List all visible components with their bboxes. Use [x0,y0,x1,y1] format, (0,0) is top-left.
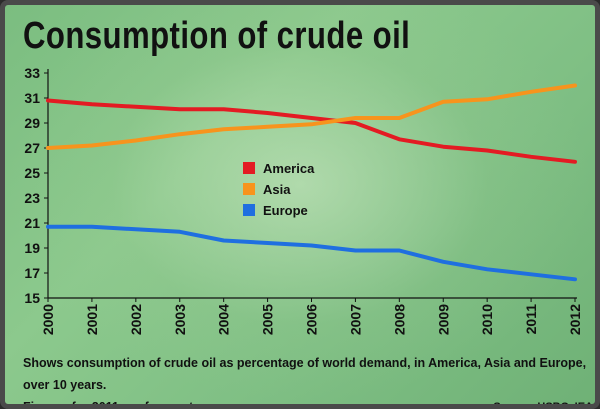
caption-line-1: Shows consumption of crude oil as percen… [23,356,587,392]
series-line-america [46,98,577,164]
y-tick-label: 29 [24,115,40,131]
chart-caption: Shows consumption of crude oil as percen… [23,352,593,409]
series-line-europe [46,224,577,282]
caption-line-2: Figures for 2011 are forecasts. [23,400,204,409]
y-tick-label: 27 [24,140,40,156]
legend-swatch-asia [243,183,255,195]
legend: America Asia Europe [243,161,315,218]
series-lines [46,83,577,282]
y-tick-label: 19 [24,240,40,256]
chart-title: Consumption of crude oil [23,15,411,57]
legend-label-europe: Europe [263,203,308,218]
x-tick-label: 2008 [391,304,407,335]
y-tick-label: 31 [24,90,40,106]
legend-label-asia: Asia [263,182,291,197]
y-tick-label: 23 [24,190,40,206]
x-tick-label: 2009 [435,304,451,335]
y-tick-label: 21 [24,215,40,231]
x-tick-label: 2000 [40,304,56,335]
x-tick-label: 2010 [479,304,495,335]
x-tick-label: 2003 [172,304,188,335]
legend-swatch-europe [243,204,255,216]
x-tick-label: 2001 [84,304,100,335]
y-tick-label: 17 [24,265,40,281]
y-tick-label: 25 [24,165,40,181]
x-tick-label: 2007 [347,304,363,335]
y-tick-label: 15 [24,290,40,306]
x-tick-label: 2005 [260,304,276,335]
y-axis-ticks: 15 17 19 21 23 25 27 29 31 33 [24,65,48,306]
axes [47,69,577,299]
x-tick-label: 2006 [304,304,320,335]
legend-swatch-america [243,162,255,174]
x-axis-ticks: 2000 2001 2002 2003 2004 2005 2006 2007 2008 2009… [40,298,583,335]
x-tick-label: 2012 [567,304,583,335]
x-tick-label: 2002 [128,304,144,335]
x-tick-label: 2011 [523,304,539,335]
source-note: Source: HSBC, IEA [493,401,593,409]
x-tick-label: 2004 [216,304,232,335]
legend-label-america: America [263,161,315,176]
y-tick-label: 33 [24,65,40,81]
